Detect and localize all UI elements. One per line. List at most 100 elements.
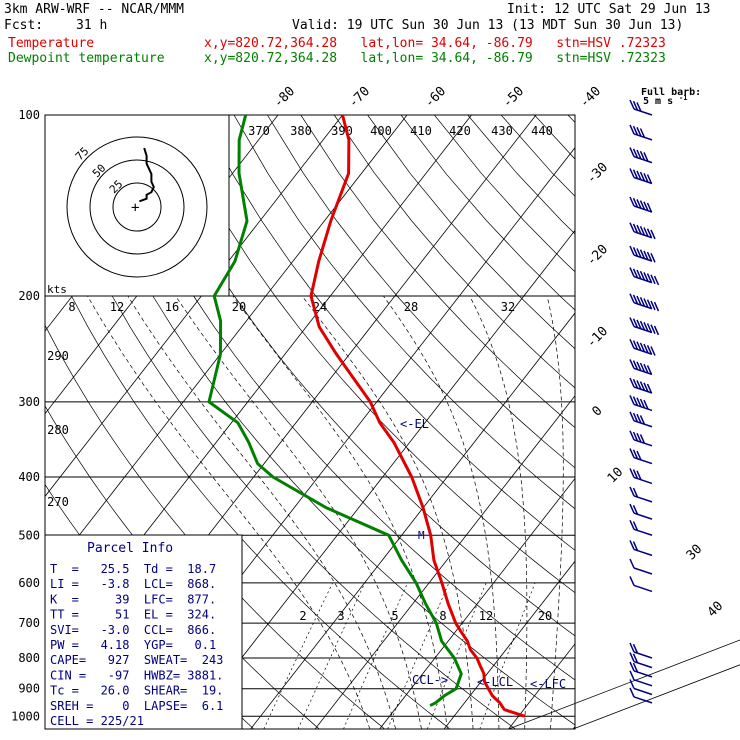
theta-w-label-12: 12 — [110, 300, 124, 314]
wind-barb-flag — [629, 222, 635, 233]
wind-barb — [629, 558, 653, 575]
wind-barb — [629, 196, 653, 213]
wind-barb — [629, 652, 653, 669]
wind-barb-flag — [629, 679, 635, 689]
wind-barb-flag — [643, 343, 649, 354]
isotherm-label-30: 30 — [684, 542, 706, 564]
mixing-marker: M — [418, 529, 425, 542]
wind-barb-flag — [629, 503, 635, 514]
wind-barb-flag — [629, 317, 635, 327]
wind-barb-flag — [632, 318, 639, 329]
wind-barb-flag — [629, 448, 635, 458]
wind-barb-flag — [636, 397, 642, 408]
wind-barb-flag — [632, 340, 639, 350]
theta-label-380: 380 — [290, 124, 312, 138]
hodograph-ring-50 — [89, 159, 185, 255]
wind-barb-flag — [643, 298, 649, 308]
el-marker: <-EL — [400, 417, 429, 431]
hodograph-ring-25 — [112, 182, 162, 232]
wind-barb-flag — [643, 227, 649, 237]
parcel-info-row: CELL = 225/21 — [50, 714, 144, 728]
wind-barb-flag — [632, 504, 639, 515]
wind-barb-flag — [650, 300, 656, 311]
wind-barb-staff — [633, 696, 653, 704]
wind-barb-flag — [636, 450, 642, 461]
temperature-trace — [309, 115, 526, 718]
mixing-ratio-line — [297, 582, 366, 729]
wind-barb-flag — [629, 267, 635, 277]
dry-adiabat-line — [567, 115, 575, 123]
wind-barb-flag — [636, 224, 642, 235]
wind-barb-flag — [629, 338, 635, 349]
wind-barb-flag — [639, 270, 646, 281]
location-temperature: x,y=820.72,364.28 lat,lon= 34.64, -86.79… — [204, 36, 666, 51]
parcel-info-row: CIN = -97 HWBZ= 3881. — [50, 668, 223, 682]
moist-adiabat-line — [469, 295, 528, 729]
parcel-info-row: SREH = 0 LAPSE= 6.1 — [50, 699, 223, 713]
wind-barb-flag — [629, 670, 635, 681]
wind-barb-staff — [633, 687, 653, 696]
isotherm-line — [638, 115, 740, 729]
barb-legend-title: Full barb: — [641, 87, 701, 98]
theta-label-280: 280 — [47, 423, 69, 437]
hodograph-frame — [44, 114, 230, 297]
wind-barb — [629, 642, 653, 659]
wind-barb-flag — [639, 249, 646, 260]
wind-barb — [629, 468, 653, 485]
theta-w-label-8: 8 — [68, 300, 75, 314]
wind-barb-flag — [646, 202, 653, 213]
theta-label-400: 400 — [370, 124, 392, 138]
wind-barb — [629, 317, 660, 336]
dry-adiabat-line — [200, 115, 575, 551]
moist-adiabat-line — [175, 295, 422, 729]
wind-barb-flag — [632, 125, 639, 136]
mixing-ratio-line — [479, 582, 536, 729]
wind-barb-flag — [629, 377, 635, 388]
wind-barb-flag — [636, 170, 642, 181]
isotherm-label--50: -50 — [500, 84, 527, 111]
wind-barb — [629, 679, 653, 696]
wind-barb-flag — [629, 430, 635, 441]
wind-barb-flag — [643, 363, 649, 374]
wind-barb-flag — [650, 252, 656, 263]
parcel-info-row: CAPE= 927 SWEAT= 243 — [50, 653, 223, 667]
wind-barb-flag — [636, 432, 642, 443]
forecast-label: Fcst: — [4, 18, 44, 33]
wind-barb-flag — [636, 149, 642, 160]
wind-barb-flag — [629, 359, 635, 369]
wind-barb-flag — [646, 344, 653, 355]
wind-barb-flag — [646, 273, 653, 283]
wind-barb-flag — [639, 171, 646, 182]
lfc-marker: <-LFC — [530, 677, 566, 691]
valid-time: Valid: 19 UTC Sun 30 Jun 13 (13 MDT Sun … — [292, 18, 684, 33]
wind-barb-flag — [639, 434, 646, 444]
wind-barb-flag — [646, 365, 653, 375]
theta-label-370: 370 — [248, 124, 270, 138]
isotherm-line — [45, 115, 408, 580]
wind-barb-flag — [636, 470, 642, 481]
wind-barb-flag — [646, 228, 653, 239]
dewpoint-trace — [207, 115, 463, 707]
isotherm-label-0: 0 — [589, 403, 605, 419]
barb-legend-exponent: -1 — [679, 94, 687, 102]
wind-barb-flag — [636, 380, 642, 390]
wind-barb-flag — [629, 395, 635, 405]
pressure-tick-900: 900 — [18, 682, 40, 696]
mixing-ratio-label-8: 8 — [439, 609, 446, 623]
dry-adiabat-line — [300, 115, 575, 429]
theta-w-label-20: 20 — [232, 300, 246, 314]
wind-barb-flag — [629, 652, 635, 662]
mixing-ratio-label-2: 2 — [299, 609, 306, 623]
dry-adiabat-line — [133, 115, 575, 637]
isotherm-line — [0, 115, 20, 729]
wind-barb — [629, 245, 656, 263]
wind-barb-flag — [650, 324, 656, 335]
pressure-tick-400: 400 — [18, 470, 40, 484]
wind-barb-staff — [633, 679, 653, 687]
parcel-info-row: SVI= -3.0 CCL= 866. — [50, 623, 216, 637]
dry-adiabat-line — [45, 238, 451, 729]
wind-barb-flag — [639, 381, 646, 391]
pressure-tick-100: 100 — [18, 108, 40, 122]
hodograph: 75 50 25 + kts — [44, 114, 230, 297]
